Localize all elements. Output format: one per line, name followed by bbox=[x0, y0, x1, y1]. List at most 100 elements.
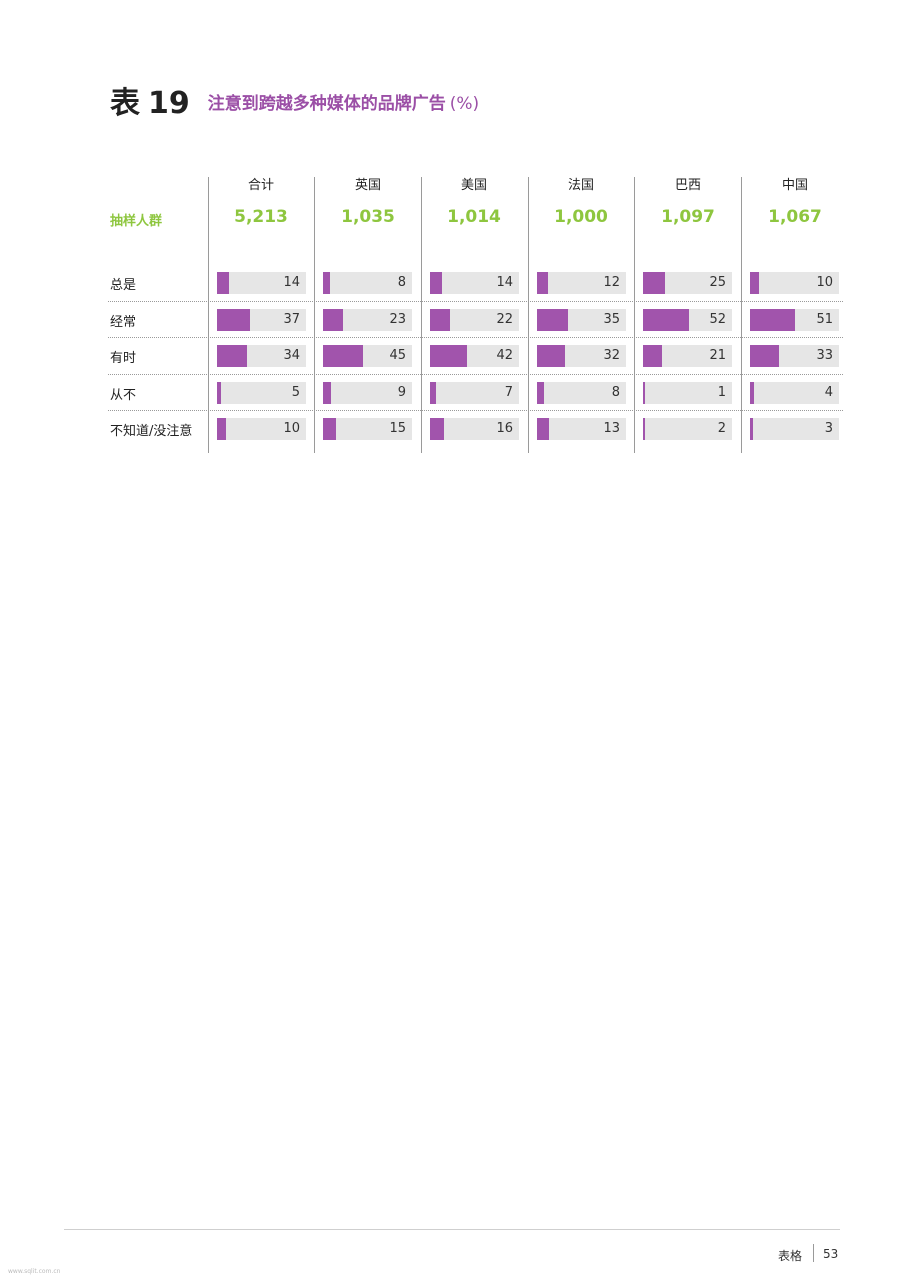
column-header: 法国 bbox=[567, 178, 594, 193]
row-label: 经常 bbox=[110, 315, 137, 330]
bar-track: 4 bbox=[750, 382, 839, 404]
bar bbox=[537, 345, 565, 367]
bar-value-label: 42 bbox=[496, 348, 513, 363]
bar-value-label: 22 bbox=[496, 312, 513, 327]
bar-value-label: 14 bbox=[496, 275, 513, 290]
bar bbox=[217, 345, 247, 367]
bar-track: 45 bbox=[323, 345, 412, 367]
bar-value-label: 34 bbox=[283, 348, 300, 363]
sample-size: 1,067 bbox=[768, 207, 822, 227]
page-number: 53 bbox=[823, 1247, 839, 1261]
table-title: 注意到跨越多种媒体的品牌广告 bbox=[207, 94, 446, 114]
bar-value-label: 14 bbox=[283, 275, 300, 290]
table-label: 表 bbox=[110, 86, 140, 121]
bar-value-label: 35 bbox=[603, 312, 620, 327]
bar-track: 32 bbox=[537, 345, 626, 367]
bar-track: 35 bbox=[537, 309, 626, 331]
column-divider bbox=[208, 177, 209, 453]
bar-track: 12 bbox=[537, 272, 626, 294]
bar bbox=[323, 345, 363, 367]
bar-track: 51 bbox=[750, 309, 839, 331]
bar bbox=[537, 309, 568, 331]
column-divider bbox=[421, 177, 422, 453]
bar-track: 15 bbox=[323, 418, 412, 440]
column-divider bbox=[741, 177, 742, 453]
bar bbox=[643, 309, 689, 331]
bar-value-label: 3 bbox=[824, 421, 833, 436]
bar-track: 34 bbox=[217, 345, 306, 367]
bar bbox=[217, 272, 229, 294]
bar-value-label: 10 bbox=[816, 275, 833, 290]
bar bbox=[643, 418, 645, 440]
table-number: 19 bbox=[148, 86, 190, 121]
column-header: 中国 bbox=[781, 178, 808, 193]
watermark: www.sqlit.com.cn bbox=[8, 1268, 61, 1275]
bar-value-label: 13 bbox=[603, 421, 620, 436]
column-divider bbox=[528, 177, 529, 453]
bar bbox=[537, 382, 544, 404]
bar bbox=[323, 309, 343, 331]
bar-value-label: 25 bbox=[709, 275, 726, 290]
bar-track: 3 bbox=[750, 418, 839, 440]
footer-divider bbox=[64, 1229, 840, 1230]
bar-value-label: 12 bbox=[603, 275, 620, 290]
table-unit: (%) bbox=[449, 94, 480, 114]
column-header: 英国 bbox=[354, 178, 381, 193]
bar bbox=[537, 272, 548, 294]
footer-section: 表格 bbox=[778, 1249, 803, 1263]
page-title: 表 19 注意到跨越多种媒体的品牌广告 (%) bbox=[110, 78, 479, 122]
bar bbox=[430, 418, 444, 440]
bar-value-label: 9 bbox=[397, 385, 406, 400]
sample-size: 1,097 bbox=[661, 207, 715, 227]
bar-track: 33 bbox=[750, 345, 839, 367]
bar-track: 52 bbox=[643, 309, 732, 331]
bar bbox=[323, 382, 331, 404]
bar bbox=[217, 382, 221, 404]
bar-track: 14 bbox=[430, 272, 519, 294]
column-header: 合计 bbox=[247, 178, 274, 193]
column-divider bbox=[314, 177, 315, 453]
bar-track: 10 bbox=[217, 418, 306, 440]
bar-track: 42 bbox=[430, 345, 519, 367]
bar bbox=[750, 309, 795, 331]
bar-track: 8 bbox=[537, 382, 626, 404]
bar bbox=[750, 418, 753, 440]
bar-value-label: 16 bbox=[496, 421, 513, 436]
bar bbox=[217, 418, 226, 440]
bar bbox=[430, 382, 436, 404]
bar bbox=[430, 272, 442, 294]
bar-value-label: 8 bbox=[397, 275, 406, 290]
bar-value-label: 1 bbox=[717, 385, 726, 400]
row-divider bbox=[108, 301, 843, 302]
bar-value-label: 21 bbox=[709, 348, 726, 363]
bar-track: 10 bbox=[750, 272, 839, 294]
bar bbox=[643, 345, 662, 367]
column-header: 美国 bbox=[460, 178, 487, 193]
bar-track: 8 bbox=[323, 272, 412, 294]
bar-track: 9 bbox=[323, 382, 412, 404]
bar bbox=[537, 418, 549, 440]
bar bbox=[643, 382, 645, 404]
sample-size: 1,035 bbox=[341, 207, 395, 227]
bar-track: 16 bbox=[430, 418, 519, 440]
sample-size: 5,213 bbox=[234, 207, 288, 227]
bar-track: 22 bbox=[430, 309, 519, 331]
footer-separator bbox=[813, 1244, 814, 1262]
bar-track: 21 bbox=[643, 345, 732, 367]
bar-track: 37 bbox=[217, 309, 306, 331]
bar bbox=[643, 272, 665, 294]
row-label: 从不 bbox=[110, 388, 137, 403]
bar-track: 1 bbox=[643, 382, 732, 404]
bar-value-label: 33 bbox=[816, 348, 833, 363]
bar-value-label: 10 bbox=[283, 421, 300, 436]
bar bbox=[750, 382, 754, 404]
bar bbox=[323, 272, 330, 294]
bar-value-label: 45 bbox=[389, 348, 406, 363]
bar-track: 5 bbox=[217, 382, 306, 404]
bar-value-label: 4 bbox=[824, 385, 833, 400]
row-label: 总是 bbox=[110, 278, 137, 293]
bar-value-label: 51 bbox=[816, 312, 833, 327]
bar-track: 2 bbox=[643, 418, 732, 440]
sample-size: 1,000 bbox=[554, 207, 608, 227]
bar-track: 13 bbox=[537, 418, 626, 440]
